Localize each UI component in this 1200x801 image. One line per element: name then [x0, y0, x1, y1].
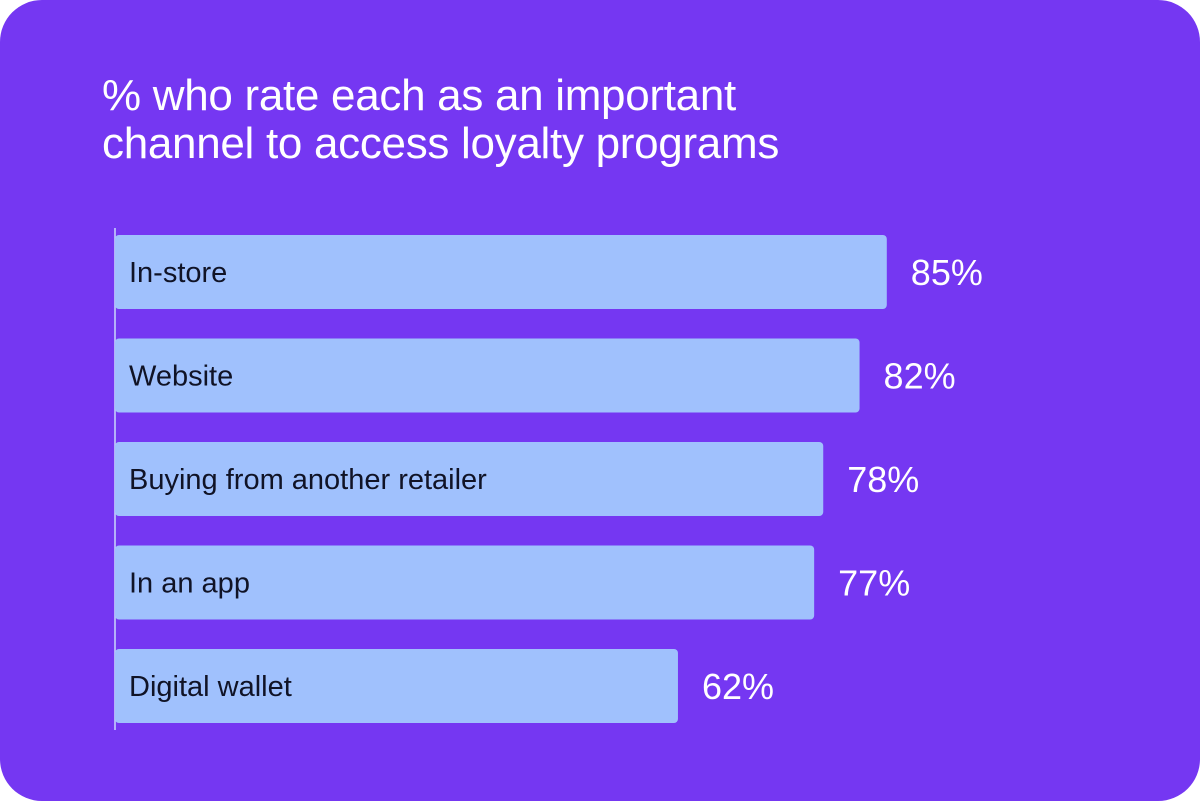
bar-website	[115, 338, 860, 413]
chart-title: % who rate each as an important channel …	[102, 71, 780, 168]
bar-in-store	[115, 235, 887, 309]
bar-category-label: In an app	[129, 568, 250, 600]
bar-in-an-app	[115, 545, 815, 620]
bar-category-label: Digital wallet	[129, 671, 292, 703]
bar-value-label: 78%	[847, 459, 919, 500]
bar-value-label: 77%	[838, 563, 910, 604]
bar-value-label: 82%	[884, 356, 956, 397]
bar-digital-wallet	[115, 649, 678, 723]
bar-category-label: In-store	[129, 257, 227, 289]
bar-value-label: 62%	[702, 666, 774, 707]
bar-category-label: Website	[129, 361, 233, 393]
bar-buying-from-another-retailer	[115, 442, 824, 516]
bar-value-label: 85%	[911, 252, 983, 293]
bar-category-label: Buying from another retailer	[129, 464, 487, 496]
